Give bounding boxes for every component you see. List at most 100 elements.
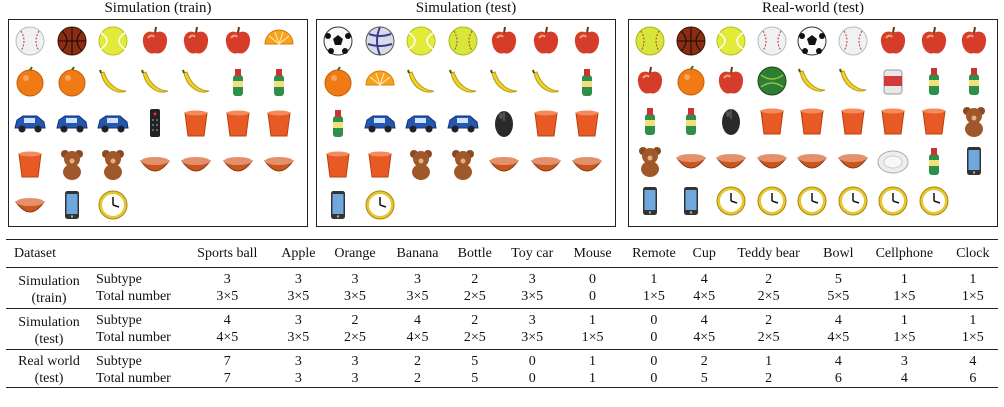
dataset-name: Simulation (test) [6,308,92,350]
remote-icon [138,106,172,140]
table-cell: 2 [765,272,773,287]
dataset-name-line: (train) [31,290,67,306]
cellphone-icon [674,184,708,218]
cup-icon [221,106,255,140]
table-cell: 0 [650,354,658,369]
table-cell: 4 [223,313,231,328]
table-cell: 2 [351,313,359,328]
panel-title-real-test: Real-world (test) [761,0,865,16]
object-grid [321,24,612,226]
cup-icon [570,106,604,140]
toy-car-icon [55,106,89,140]
table-cell: 3×5 [500,329,564,350]
table-cell: 5 [449,370,501,388]
image-panel-sim-test [316,19,616,227]
dataset-name-line: Simulation [18,314,80,330]
tennis-ball-icon [96,24,130,58]
orange-icon [13,65,47,99]
teddy-bear-icon [404,147,438,181]
toy-car-icon [13,106,47,140]
table-cell: 3 [528,272,536,287]
table-cell: 2 [765,313,773,328]
table-cell: 2×5 [324,329,386,350]
soccer-ball-icon [795,24,829,58]
banana-icon [96,65,130,99]
banana-icon [795,64,829,98]
table-cell: 6 [947,370,998,388]
table-cell: 1×5 [621,288,687,309]
plate-icon [876,144,910,178]
table-cell: 1×5 [947,288,998,309]
table-cell: 1 [969,272,977,287]
column-header-dataset: Dataset [6,239,92,268]
clock-icon [755,184,789,218]
orange-slice-icon [363,65,397,99]
table-cell: 1 [900,313,908,328]
table-cell: 4 [700,272,708,287]
table-cell: 2 [471,313,479,328]
table-row: Total number 3×5 3×5 3×5 3×5 2×5 3×5 0 1×5 4×5 2×5… [6,288,998,309]
row-label: Subtype [96,313,142,328]
panel-title-sim-train: Simulation (train) [104,0,212,16]
bowl-icon [836,144,870,178]
dataset-name-line: (test) [34,371,64,386]
table-cell: 1 [589,313,597,328]
clock-icon [876,184,910,218]
bowl-icon [262,147,296,181]
bottle-icon [633,104,667,138]
table-cell: 1×5 [563,329,622,350]
table-cell: 2×5 [449,288,501,309]
softball-icon [446,24,480,58]
table-cell: 3 [351,272,359,287]
can-icon [876,64,910,98]
table-cell: 4×5 [815,329,862,350]
table-cell: 5 [471,354,479,369]
table-cell: 7 [223,354,231,369]
table-cell: 1 [563,370,622,388]
panel-title-sim-test: Simulation (test) [415,0,517,16]
bowl-icon [529,147,563,181]
table-cell: 6 [815,370,862,388]
apple-icon [957,24,991,58]
table-cell: 1×5 [947,329,998,350]
banana-icon [487,65,521,99]
table-cell: 1 [765,354,773,369]
cup-icon [13,147,47,181]
teddy-bear-icon [633,144,667,178]
clock-icon [917,184,951,218]
cup-icon [262,106,296,140]
table-cell: 4×5 [182,329,273,350]
table-cell: 3 [272,370,325,388]
table-row: Real world (test) Subtype 7 3 3 2 5 0 1 0 2 1 4 3 4 [6,349,998,388]
table-cell: 0 [500,370,564,388]
banana-icon [138,65,172,99]
apple-icon [138,24,172,58]
table-cell: 3 [223,272,231,287]
column-header-blank [92,239,182,268]
basketball-icon [55,24,89,58]
table-cell: 2 [700,354,708,369]
apple-icon [570,24,604,58]
table-cell: 4×5 [686,288,722,309]
column-header: Cellphone [861,239,948,268]
row-label: Total number [92,370,182,388]
table-cell: 4 [700,313,708,328]
apple-icon [179,24,213,58]
bottle-icon [674,104,708,138]
column-header: Orange [324,239,386,268]
toy-car-icon [96,106,130,140]
table-cell: 2 [471,272,479,287]
table-cell: 4 [969,354,977,369]
baseball-icon [13,24,47,58]
table-cell: 4 [861,370,948,388]
bowl-icon [755,144,789,178]
apple-icon [633,64,667,98]
clock-icon [836,184,870,218]
table-cell: 5 [834,272,842,287]
banana-icon [404,65,438,99]
column-header: Clock [947,239,998,268]
clock-icon [795,184,829,218]
clock-icon [714,184,748,218]
image-panel-real-test [628,19,998,227]
table-row: Total number 4×5 3×5 2×5 4×5 2×5 3×5 1×5 0 4×5 2×5… [6,329,998,350]
